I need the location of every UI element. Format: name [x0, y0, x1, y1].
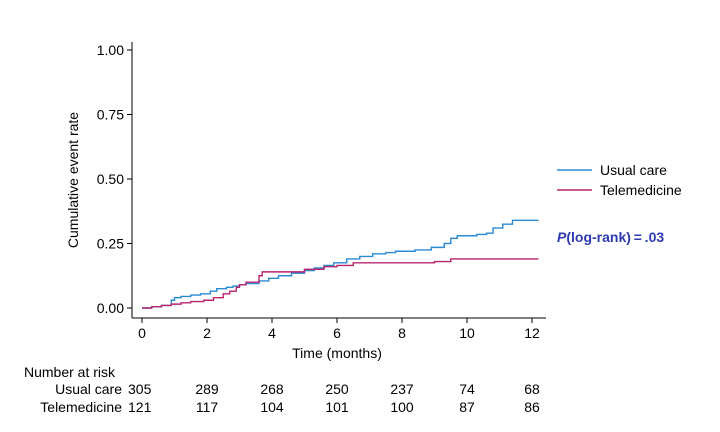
legend-label: Telemedicine	[600, 182, 682, 198]
y-tick-label: 0.50	[97, 171, 124, 187]
annotation-p: P	[557, 229, 567, 245]
legend-label: Usual care	[600, 162, 667, 178]
x-axis-label: Time (months)	[292, 345, 382, 361]
risk-row-label: Usual care	[55, 381, 122, 397]
series-layer	[142, 219, 539, 309]
y-tick-label: 1.00	[97, 42, 124, 58]
risk-table-title: Number at risk	[24, 364, 116, 380]
legend: Usual care Telemedicine	[557, 162, 682, 198]
risk-value: 104	[260, 399, 284, 415]
axes: 0.00 0.25 0.50 0.75 1.00 0 2 4 6 8 10 12 Time (month…	[65, 42, 546, 361]
x-tick-label: 6	[333, 325, 341, 341]
risk-value: 305	[128, 381, 152, 397]
risk-value: 101	[325, 399, 349, 415]
x-tick-label: 12	[524, 325, 540, 341]
y-tick-label: 0.25	[97, 236, 124, 252]
risk-value: 87	[459, 399, 475, 415]
risk-row-label: Telemedicine	[40, 399, 122, 415]
y-tick-label: 0.00	[97, 300, 124, 316]
annotation-layer: P(log-rank) = .03	[557, 229, 664, 245]
x-tick-label: 10	[459, 325, 475, 341]
risk-value: 237	[390, 381, 414, 397]
risk-value: 250	[325, 381, 349, 397]
series-line-usual-care	[142, 219, 539, 309]
annotation-text: (log-rank) = .03	[566, 229, 664, 245]
risk-value: 289	[195, 381, 219, 397]
risk-value: 68	[524, 381, 540, 397]
y-tick-label: 0.75	[97, 107, 124, 123]
risk-value: 74	[459, 381, 475, 397]
risk-value: 268	[260, 381, 284, 397]
risk-value: 121	[128, 399, 152, 415]
x-tick-label: 8	[398, 325, 406, 341]
risk-value: 100	[390, 399, 414, 415]
x-tick-label: 2	[203, 325, 211, 341]
risk-value: 117	[196, 399, 219, 415]
series-line-telemedicine	[142, 258, 539, 309]
x-tick-label: 4	[268, 325, 276, 341]
x-tick-label: 0	[138, 325, 146, 341]
risk-value: 86	[524, 399, 540, 415]
log-rank-annotation: P(log-rank) = .03	[557, 229, 664, 245]
y-axis-label: Cumulative event rate	[65, 112, 81, 248]
